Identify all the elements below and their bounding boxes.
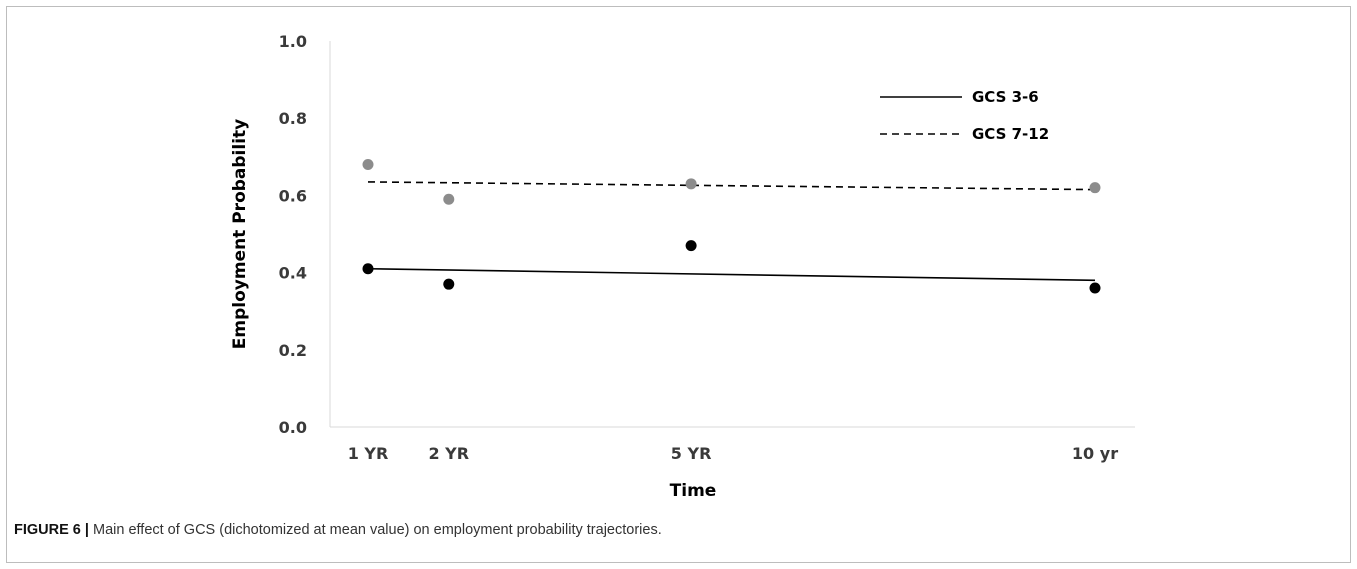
data-points [362,159,1101,294]
figure-frame [6,6,1351,563]
x-tick-label: 2 YR [428,444,469,463]
data-point [685,240,697,252]
data-point [685,178,697,190]
x-axis-title: Time [670,481,717,501]
chart: 0.0 0.2 0.4 0.6 0.8 1.0 1 YR 2 YR 5 YR 10 yr GCS … [230,32,1135,501]
y-tick-label: 0.6 [279,186,307,205]
data-point [362,263,374,275]
data-point [362,159,374,171]
x-tick-label: 5 YR [671,444,712,463]
tick-labels: 0.0 0.2 0.4 0.6 0.8 1.0 1 YR 2 YR 5 YR 10 yr [279,32,1119,463]
legend-label: GCS 7-12 [972,125,1049,143]
y-tick-label: 1.0 [279,32,307,51]
y-axis-title: Employment Probability [230,119,250,350]
trend-line-gcs-7-12 [367,181,1096,191]
y-tick-label: 0.2 [279,341,307,360]
data-point [1089,282,1101,294]
legend: GCS 3-6 GCS 7-12 [880,88,1049,143]
data-point [443,278,455,290]
data-point [1089,182,1101,194]
trend-lines [367,181,1096,282]
y-tick-label: 0.0 [279,418,307,437]
caption-text: Main effect of GCS (dichotomized at mean… [88,522,662,538]
x-tick-label: 1 YR [348,444,389,463]
legend-label: GCS 3-6 [972,88,1039,106]
y-tick-label: 0.8 [279,109,307,128]
caption-label: FIGURE 6 | [14,522,89,538]
x-tick-label: 10 yr [1072,444,1118,463]
y-tick-label: 0.4 [279,264,307,283]
data-point [443,193,455,205]
figure-caption: FIGURE 6 | Main effect of GCS (dichotomi… [14,522,662,538]
trend-line-gcs-3-6 [367,267,1096,282]
chart-axes [329,41,1135,428]
